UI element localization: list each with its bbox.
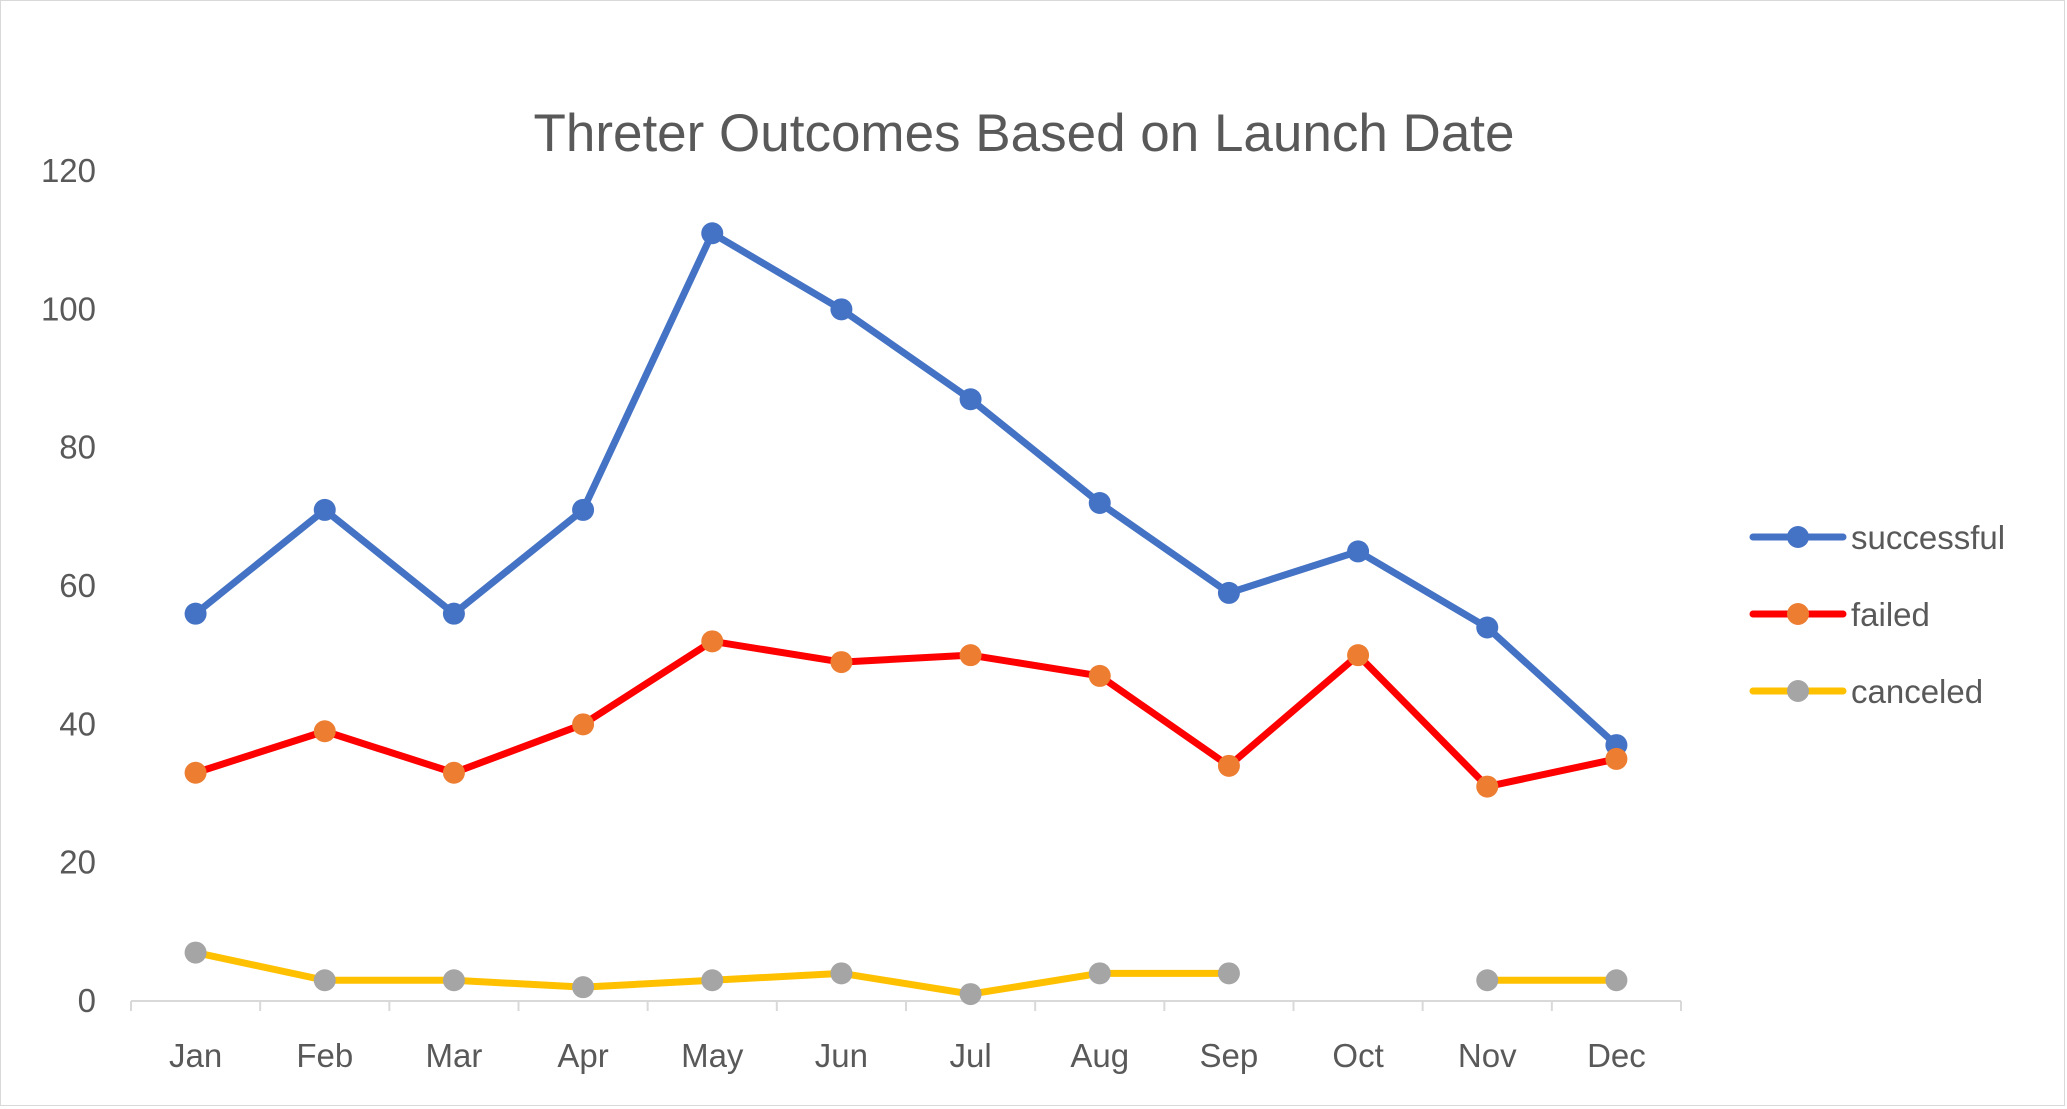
y-tick-label: 60: [59, 567, 96, 604]
data-point-failed: [184, 761, 207, 784]
data-point-successful: [830, 298, 853, 321]
x-tick-label: Jul: [949, 1037, 991, 1074]
x-axis: Jan Feb Mar Apr May Jun Jul Aug Sep Oct Nov Dec: [130, 1001, 1682, 1074]
data-point-successful: [313, 498, 336, 521]
y-tick-label: 100: [41, 290, 96, 327]
data-point-successful: [701, 222, 724, 245]
legend-label-failed: failed: [1851, 596, 1930, 633]
data-point-canceled: [1217, 962, 1240, 985]
x-tick-label: Jun: [815, 1037, 868, 1074]
legend-marker-canceled: [1787, 680, 1809, 702]
x-tick-label: Mar: [425, 1037, 482, 1074]
legend: successful failed canceled: [1749, 519, 2005, 710]
data-point-successful: [1217, 581, 1240, 604]
y-tick-label: 40: [59, 705, 96, 742]
data-point-canceled: [184, 941, 207, 964]
data-point-successful: [1088, 492, 1111, 514]
x-tick-label: Apr: [557, 1037, 608, 1074]
data-point-successful: [1476, 616, 1499, 639]
series-markers: [184, 222, 1628, 1006]
data-point-canceled: [830, 962, 853, 985]
series-line-successful: [192, 229, 1620, 749]
data-point-failed: [1605, 747, 1628, 770]
legend-label-successful: successful: [1851, 519, 2005, 556]
data-point-successful: [442, 602, 465, 625]
data-point-failed: [959, 644, 982, 667]
x-tick-label: Jan: [169, 1037, 222, 1074]
data-point-successful: [572, 498, 595, 521]
data-point-canceled: [1476, 969, 1499, 992]
data-point-canceled: [442, 969, 465, 992]
series-line-failed: [192, 637, 1620, 791]
data-point-failed: [1476, 775, 1499, 798]
x-tick-label: Feb: [296, 1037, 353, 1074]
x-tick-label: Oct: [1332, 1037, 1383, 1074]
x-tick-label: Dec: [1587, 1037, 1646, 1074]
chart-title: Threter Outcomes Based on Launch Date: [533, 104, 1514, 163]
data-point-canceled: [572, 976, 595, 999]
data-point-failed: [572, 713, 595, 736]
x-tick-label: May: [681, 1037, 744, 1074]
data-point-failed: [701, 630, 724, 653]
y-tick-label: 80: [59, 429, 96, 466]
legend-marker-failed: [1787, 603, 1809, 625]
data-point-successful: [959, 388, 982, 411]
y-tick-label: 20: [59, 844, 96, 881]
y-tick-label: 0: [78, 982, 96, 1019]
data-point-failed: [830, 651, 853, 674]
data-point-failed: [442, 761, 465, 784]
data-point-canceled: [1088, 962, 1111, 985]
legend-label-canceled: canceled: [1851, 673, 1983, 710]
data-point-failed: [313, 720, 336, 743]
data-point-failed: [1347, 644, 1370, 667]
series-lines: [192, 229, 1620, 998]
y-tick-label: 120: [41, 152, 96, 189]
x-tick-label: Aug: [1070, 1037, 1129, 1074]
x-tick-label: Nov: [1458, 1037, 1517, 1074]
legend-marker-successful: [1787, 526, 1809, 548]
data-point-canceled: [1605, 969, 1628, 992]
data-point-failed: [1088, 664, 1111, 687]
x-tick-label: Sep: [1200, 1037, 1259, 1074]
data-point-canceled: [701, 969, 724, 992]
data-point-canceled: [313, 969, 336, 992]
y-axis: 0 20 40 60 80 100 120: [41, 152, 96, 1019]
data-point-successful: [1347, 540, 1370, 563]
data-point-failed: [1217, 754, 1240, 777]
data-point-canceled: [959, 983, 982, 1006]
data-point-successful: [184, 602, 207, 625]
